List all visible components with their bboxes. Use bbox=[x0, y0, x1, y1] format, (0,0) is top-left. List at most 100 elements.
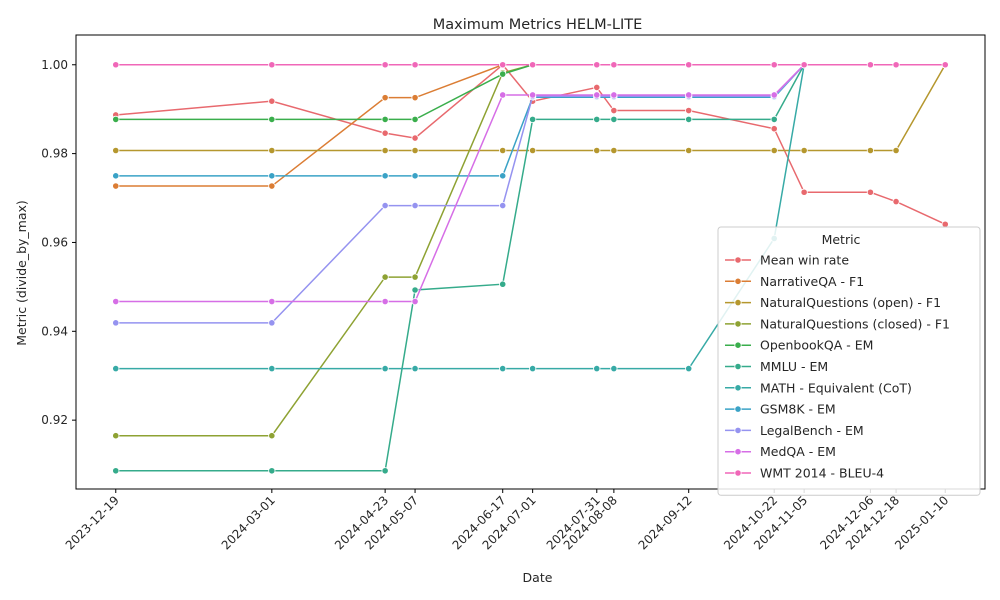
data-point bbox=[268, 365, 276, 373]
data-point bbox=[529, 115, 537, 124]
data-point bbox=[381, 94, 389, 102]
data-point bbox=[499, 201, 507, 210]
legend-swatch-marker bbox=[734, 405, 742, 413]
data-point bbox=[381, 61, 389, 69]
series-0 bbox=[112, 61, 949, 228]
chart-title: Maximum Metrics HELM-LITE bbox=[433, 17, 643, 33]
data-point bbox=[892, 61, 900, 69]
data-point bbox=[411, 134, 419, 142]
data-point bbox=[411, 94, 419, 102]
data-point bbox=[610, 365, 618, 373]
legend-label: WMT 2014 - BLEU-4 bbox=[760, 466, 884, 481]
data-point bbox=[268, 467, 276, 475]
legend-box bbox=[717, 226, 981, 496]
data-point bbox=[800, 188, 808, 196]
y-tick-label: 0.94 bbox=[41, 324, 68, 338]
data-point bbox=[610, 91, 618, 99]
legend-swatch-marker bbox=[734, 384, 742, 392]
data-point bbox=[941, 220, 949, 228]
legend-label: Mean win rate bbox=[760, 253, 849, 268]
data-point bbox=[381, 201, 389, 210]
legend-label: LegalBench - EM bbox=[760, 423, 864, 438]
legend-item: MMLU - EM bbox=[725, 359, 828, 374]
legend-swatch-marker bbox=[734, 341, 742, 349]
legend-label: MMLU - EM bbox=[760, 359, 828, 374]
data-point bbox=[411, 273, 419, 281]
x-axis-title: Date bbox=[523, 570, 553, 585]
data-point bbox=[593, 146, 601, 155]
data-point bbox=[610, 115, 618, 124]
y-tick-label: 0.98 bbox=[41, 147, 68, 161]
data-point bbox=[593, 91, 601, 99]
data-point bbox=[685, 61, 693, 69]
data-point bbox=[268, 182, 276, 190]
data-point bbox=[610, 106, 618, 115]
data-point bbox=[268, 432, 276, 440]
data-point bbox=[112, 297, 120, 306]
data-point bbox=[866, 146, 875, 155]
data-point bbox=[381, 365, 389, 373]
legend-title: Metric bbox=[822, 232, 861, 247]
data-point bbox=[381, 129, 389, 137]
legend-item: NaturalQuestions (closed) - F1 bbox=[725, 316, 950, 331]
data-point bbox=[268, 319, 276, 327]
data-point bbox=[268, 172, 276, 180]
legend-swatch-marker bbox=[734, 298, 742, 307]
data-point bbox=[411, 297, 419, 306]
data-point bbox=[268, 297, 276, 306]
legend-label: OpenbookQA - EM bbox=[760, 338, 873, 353]
data-point bbox=[112, 182, 120, 190]
data-point bbox=[112, 115, 120, 124]
legend-label: MATH - Equivalent (CoT) bbox=[760, 380, 912, 395]
legend-swatch-marker bbox=[734, 362, 742, 371]
data-point bbox=[941, 61, 949, 69]
data-point bbox=[866, 61, 875, 69]
data-point bbox=[770, 125, 778, 133]
data-point bbox=[593, 61, 601, 69]
legend-label: NaturalQuestions (closed) - F1 bbox=[760, 316, 950, 331]
data-point bbox=[685, 365, 693, 373]
data-point bbox=[381, 297, 389, 306]
data-point bbox=[499, 146, 507, 155]
data-point bbox=[800, 146, 808, 155]
x-tick-label: 2024-09-12 bbox=[636, 493, 695, 552]
data-point bbox=[499, 172, 507, 180]
x-tick-label: 2023-12-19 bbox=[63, 493, 122, 552]
legend-swatch-marker bbox=[734, 256, 742, 264]
data-point bbox=[411, 146, 419, 155]
y-tick-label: 0.92 bbox=[41, 413, 68, 427]
data-point bbox=[593, 115, 601, 124]
data-point bbox=[770, 115, 778, 124]
legend-label: NaturalQuestions (open) - F1 bbox=[760, 295, 941, 310]
data-point bbox=[499, 365, 507, 373]
y-axis-title: Metric (divide_by_max) bbox=[14, 200, 29, 346]
data-point bbox=[112, 319, 120, 327]
data-point bbox=[770, 61, 778, 69]
data-point bbox=[610, 61, 618, 69]
data-point bbox=[268, 146, 276, 155]
data-point bbox=[112, 172, 120, 180]
y-tick-label: 1.00 bbox=[41, 58, 68, 72]
data-point bbox=[499, 91, 507, 99]
legend-swatch-marker bbox=[734, 320, 742, 328]
data-point bbox=[499, 61, 507, 69]
series-line bbox=[115, 64, 946, 152]
data-point bbox=[411, 201, 419, 210]
legend-item: WMT 2014 - BLEU-4 bbox=[725, 466, 884, 481]
data-point bbox=[112, 61, 120, 69]
data-point bbox=[593, 83, 601, 92]
data-point bbox=[112, 467, 120, 475]
data-point bbox=[268, 115, 276, 124]
legend-item: NarrativeQA - F1 bbox=[725, 274, 864, 289]
data-point bbox=[411, 172, 419, 180]
legend-swatch-marker bbox=[734, 277, 742, 285]
data-point bbox=[381, 115, 389, 124]
data-point bbox=[685, 106, 693, 115]
legend-label: MedQA - EM bbox=[760, 444, 836, 459]
data-point bbox=[529, 91, 537, 99]
plot-frame bbox=[75, 34, 986, 490]
data-point bbox=[411, 365, 419, 373]
legend-label: GSM8K - EM bbox=[760, 402, 836, 417]
data-point bbox=[411, 286, 419, 294]
